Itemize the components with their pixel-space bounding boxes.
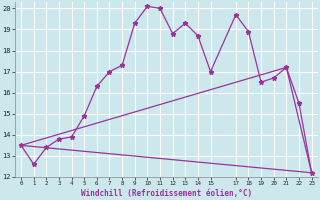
X-axis label: Windchill (Refroidissement éolien,°C): Windchill (Refroidissement éolien,°C) [81,189,252,198]
